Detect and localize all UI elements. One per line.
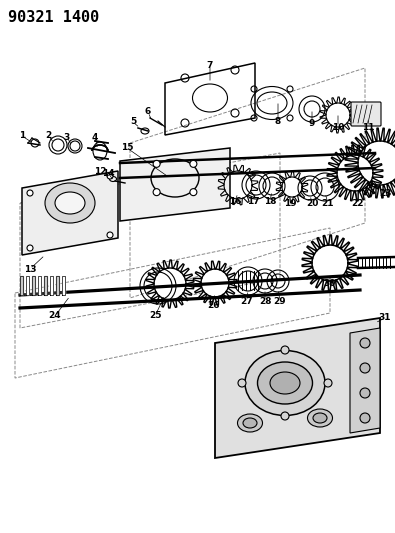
Polygon shape: [62, 276, 65, 295]
Text: 31: 31: [379, 313, 391, 322]
Text: 6: 6: [145, 108, 151, 117]
FancyBboxPatch shape: [351, 102, 381, 126]
Circle shape: [27, 190, 33, 196]
Text: 25: 25: [149, 311, 161, 320]
Text: 22: 22: [352, 198, 364, 207]
Circle shape: [281, 346, 289, 354]
Polygon shape: [193, 261, 237, 305]
Polygon shape: [22, 171, 118, 255]
Circle shape: [238, 379, 246, 387]
Polygon shape: [146, 260, 194, 308]
Text: 4: 4: [92, 133, 98, 141]
Text: 3: 3: [64, 133, 70, 141]
Circle shape: [360, 363, 370, 373]
Ellipse shape: [243, 418, 257, 428]
Text: 21: 21: [322, 198, 334, 207]
Text: 29: 29: [274, 296, 286, 305]
Ellipse shape: [313, 413, 327, 423]
Polygon shape: [350, 328, 380, 433]
Ellipse shape: [55, 192, 85, 214]
Text: 18: 18: [264, 197, 276, 206]
Ellipse shape: [237, 414, 263, 432]
Text: 15: 15: [121, 143, 133, 152]
Text: 20: 20: [306, 198, 318, 207]
Text: 8: 8: [275, 117, 281, 125]
Text: 2: 2: [45, 131, 51, 140]
Polygon shape: [50, 276, 53, 295]
Ellipse shape: [307, 409, 333, 427]
Polygon shape: [120, 148, 230, 221]
Text: 16: 16: [229, 197, 241, 206]
Circle shape: [324, 379, 332, 387]
Circle shape: [360, 338, 370, 348]
Text: 14: 14: [102, 168, 114, 177]
Polygon shape: [26, 276, 29, 295]
Circle shape: [281, 412, 289, 420]
Circle shape: [190, 160, 197, 167]
Circle shape: [107, 232, 113, 238]
Text: 5: 5: [130, 117, 136, 126]
Text: 1: 1: [19, 132, 25, 141]
Text: 19: 19: [284, 199, 296, 208]
Circle shape: [153, 189, 160, 196]
Ellipse shape: [45, 183, 95, 223]
Text: 11: 11: [362, 123, 374, 132]
Polygon shape: [38, 276, 41, 295]
Text: 7: 7: [207, 61, 213, 69]
Polygon shape: [218, 165, 258, 205]
Ellipse shape: [245, 351, 325, 416]
Polygon shape: [302, 235, 358, 291]
Circle shape: [107, 173, 113, 179]
Text: 10: 10: [332, 123, 344, 132]
Polygon shape: [320, 97, 356, 133]
Polygon shape: [44, 276, 47, 295]
Text: 12: 12: [94, 166, 106, 175]
Text: 90321 1400: 90321 1400: [8, 10, 99, 25]
Text: 24: 24: [49, 311, 61, 320]
Circle shape: [190, 189, 197, 196]
Ellipse shape: [151, 159, 199, 197]
Polygon shape: [32, 276, 35, 295]
Text: 9: 9: [309, 119, 315, 128]
Text: 13: 13: [24, 264, 36, 273]
Polygon shape: [215, 318, 380, 458]
Text: 26: 26: [207, 301, 219, 310]
Circle shape: [27, 245, 33, 251]
Polygon shape: [345, 128, 395, 198]
Circle shape: [360, 388, 370, 398]
Ellipse shape: [258, 362, 312, 404]
Polygon shape: [276, 171, 308, 203]
Circle shape: [153, 160, 160, 167]
Polygon shape: [20, 276, 23, 295]
Text: 28: 28: [259, 296, 271, 305]
Text: 30: 30: [324, 279, 336, 288]
Text: 27: 27: [241, 296, 253, 305]
Polygon shape: [56, 276, 59, 295]
Ellipse shape: [270, 372, 300, 394]
Text: 17: 17: [247, 197, 259, 206]
Text: 23: 23: [379, 189, 391, 198]
Circle shape: [360, 413, 370, 423]
Polygon shape: [327, 145, 383, 201]
